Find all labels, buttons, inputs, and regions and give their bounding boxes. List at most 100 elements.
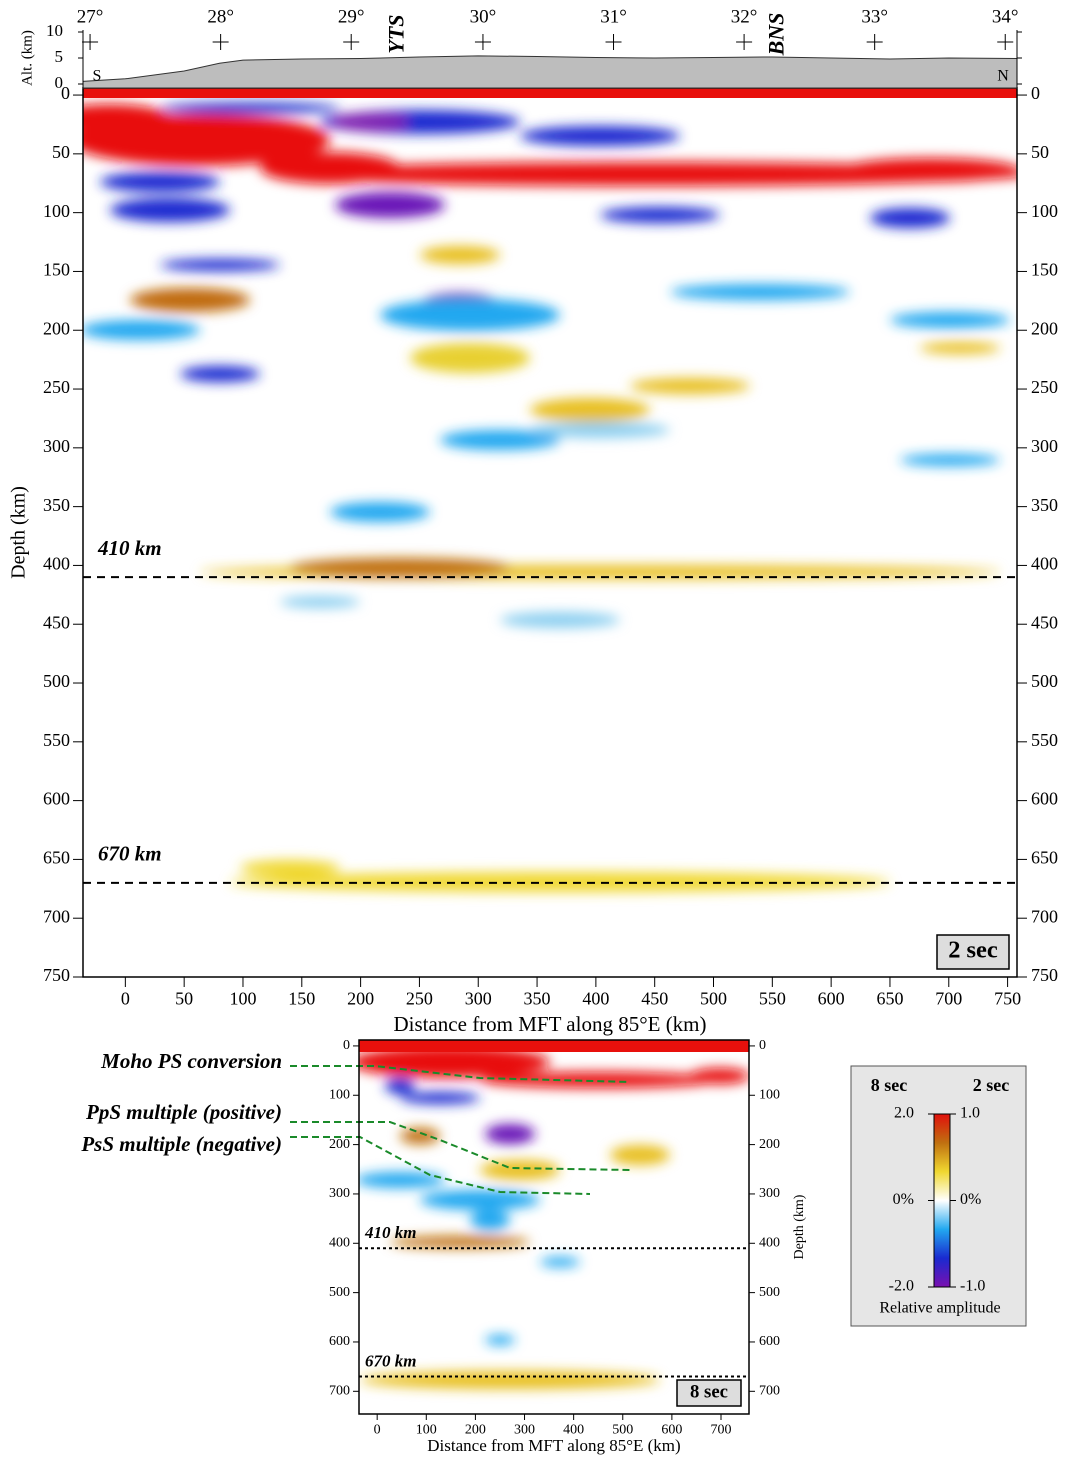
- y-tick-label: 500: [759, 1285, 780, 1300]
- top-tick-label: 28°: [207, 6, 234, 27]
- y-tick-label: 300: [329, 1186, 350, 1201]
- elev-tick-label: 0: [55, 73, 64, 92]
- y-tick-label: 450: [43, 612, 70, 632]
- y-tick-label: 650: [1031, 848, 1058, 868]
- y-tick-label: 600: [43, 789, 70, 809]
- top-tick-label: 31°: [600, 6, 627, 27]
- colorbar: [933, 1113, 951, 1288]
- colorbar-label: Relative amplitude: [879, 1300, 1000, 1317]
- reference-label: 670 km: [98, 842, 162, 866]
- x-tick-label: 600: [661, 1423, 682, 1438]
- x-tick-label: 500: [700, 989, 727, 1009]
- y-tick-label: 50: [1031, 142, 1049, 162]
- x-tick-label: 650: [876, 989, 903, 1009]
- amplitude-image: [359, 1040, 749, 1389]
- x-tick-label: 200: [465, 1423, 486, 1438]
- y-tick-label: 550: [43, 730, 70, 750]
- x-tick-label: 300: [514, 1423, 535, 1438]
- panel-label: 2 sec: [948, 937, 998, 964]
- elev-side: N: [997, 68, 1009, 85]
- x-tick-label: 400: [563, 1423, 584, 1438]
- colorbar-tick-label: 1.0: [960, 1105, 980, 1122]
- x-tick-label: 0: [121, 989, 130, 1009]
- y-tick-label: 600: [1031, 789, 1058, 809]
- y-tick-label: 750: [43, 965, 70, 985]
- y-tick-label: 700: [43, 906, 70, 926]
- y-tick-label: 200: [1031, 318, 1058, 338]
- annotation: YTS: [383, 14, 408, 53]
- y-tick-label: 0: [343, 1038, 350, 1053]
- colorbar-title: 2 sec: [973, 1075, 1009, 1095]
- panel-label: 8 sec: [690, 1381, 728, 1402]
- y-tick-label: 550: [1031, 730, 1058, 750]
- callout-leaders: [290, 1065, 631, 1195]
- y-tick-label: 350: [43, 495, 70, 515]
- plot-frame: [358, 1039, 750, 1415]
- panel-label-box: [676, 1379, 742, 1407]
- y-tick-label: 500: [329, 1285, 350, 1300]
- x-tick-label: 500: [612, 1423, 633, 1438]
- callout: PsS multiple (negative): [80, 1132, 282, 1156]
- y-tick-label: 400: [329, 1236, 350, 1251]
- y-tick-label: 400: [43, 554, 70, 574]
- y-tick-label: 150: [43, 260, 70, 280]
- x-axis-label: Distance from MFT along 85°E (km): [427, 1436, 680, 1455]
- top-tick-label: 33°: [861, 6, 888, 27]
- y-tick-label: 100: [43, 201, 70, 221]
- top-tick-label: 32°: [731, 6, 758, 27]
- y-tick-label: 0: [61, 83, 70, 103]
- y-tick-label: 250: [43, 377, 70, 397]
- y-tick-label: 500: [43, 671, 70, 691]
- x-tick-label: 550: [759, 989, 786, 1009]
- y-tick-label: 200: [329, 1137, 350, 1152]
- elevation-profile: [82, 55, 1018, 89]
- y-tick-label: 200: [43, 318, 70, 338]
- x-tick-label: 250: [406, 989, 433, 1009]
- y-tick-label: 300: [1031, 436, 1058, 456]
- y-tick-label: 400: [1031, 554, 1058, 574]
- x-tick-label: 300: [465, 989, 492, 1009]
- y-tick-label: 50: [52, 142, 70, 162]
- y-tick-label: 200: [759, 1137, 780, 1152]
- top-tick-label: 34°: [992, 6, 1019, 27]
- y-tick-label: 400: [759, 1236, 780, 1251]
- x-tick-label: 200: [347, 989, 374, 1009]
- y-tick-label: 100: [759, 1087, 780, 1102]
- y-tick-label: 0: [759, 1038, 766, 1053]
- reference-label: 410 km: [97, 536, 162, 560]
- callout: PpS multiple (positive): [85, 1100, 282, 1124]
- amplitude-image: [83, 88, 1017, 892]
- y-tick-label: 100: [329, 1087, 350, 1102]
- y-tick-label: 750: [1031, 965, 1058, 985]
- y-tick-label: 300: [759, 1186, 780, 1201]
- colorbar-tick-label: -1.0: [960, 1278, 985, 1295]
- colorbar-title: 8 sec: [871, 1075, 907, 1095]
- y-tick-label: 0: [1031, 83, 1040, 103]
- x-tick-label: 0: [374, 1423, 381, 1438]
- y-tick-label: 100: [1031, 201, 1058, 221]
- elev-axis-label: Alt. (km): [19, 30, 35, 86]
- x-tick-label: 100: [416, 1423, 437, 1438]
- y-axis-label: Depth (km): [8, 486, 30, 579]
- y-tick-label: 600: [759, 1334, 780, 1349]
- callout: Moho PS conversion: [100, 1049, 282, 1073]
- elev-tick-label: 5: [55, 47, 64, 66]
- elev-side: S: [93, 68, 102, 85]
- x-tick-label: 100: [229, 989, 256, 1009]
- y-axis-label: Depth (km): [792, 1194, 807, 1259]
- y-tick-label: 700: [1031, 906, 1058, 926]
- y-tick-label: 150: [1031, 260, 1058, 280]
- x-tick-label: 600: [818, 989, 845, 1009]
- reference-label: 670 km: [365, 1351, 416, 1370]
- colorbar-tick-label: 0%: [960, 1191, 981, 1208]
- y-tick-label: 500: [1031, 671, 1058, 691]
- y-tick-label: 700: [759, 1384, 780, 1399]
- elev-tick-label: 10: [46, 21, 63, 40]
- x-tick-label: 350: [524, 989, 551, 1009]
- x-tick-label: 750: [994, 989, 1021, 1009]
- x-tick-label: 150: [288, 989, 315, 1009]
- x-tick-label: 700: [935, 989, 962, 1009]
- colorbar-tick-label: 2.0: [894, 1105, 914, 1122]
- colorbar-tick-label: -2.0: [889, 1278, 914, 1295]
